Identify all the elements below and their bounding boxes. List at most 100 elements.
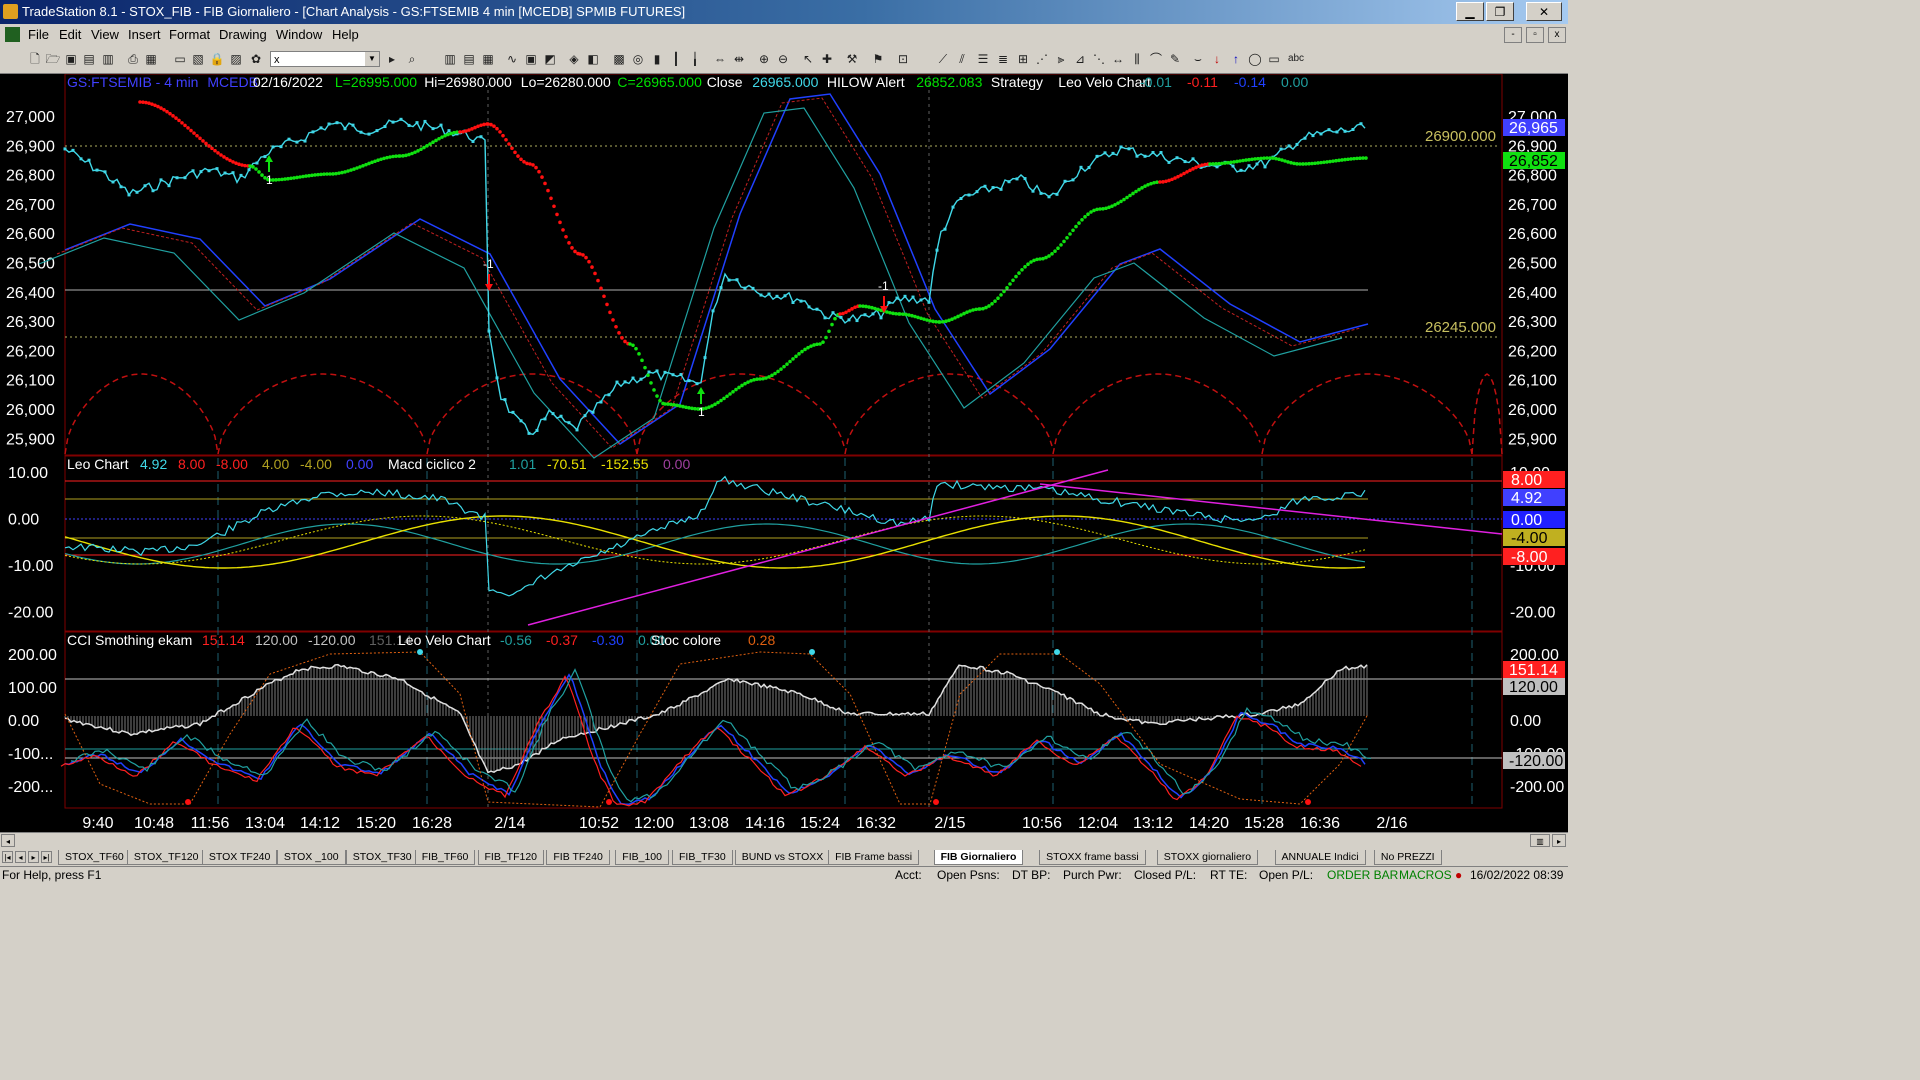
tab-fib-frame-bassi[interactable]: FIB Frame bassi (828, 850, 920, 865)
arrow-down-icon[interactable]: ↓ (1214, 52, 1220, 66)
arrow-lr-icon[interactable]: ↔ (1112, 52, 1124, 66)
analysis-icon[interactable]: ◩ (544, 52, 556, 66)
maximize-button[interactable]: ❐ (1486, 2, 1514, 21)
tab-stox-100[interactable]: STOX _100 (276, 850, 346, 865)
folder-icon[interactable]: ▥ (102, 52, 114, 66)
arrow-up-icon[interactable]: ↑ (1233, 52, 1239, 66)
strategy-icon[interactable]: ▣ (525, 52, 537, 66)
optionstation-icon[interactable]: ◎ (632, 52, 644, 66)
hammer-icon[interactable]: ⚒ (846, 52, 858, 66)
tab-stox-tf240[interactable]: STOX TF240 (201, 850, 278, 865)
chart-doc-icon[interactable] (5, 27, 20, 42)
tab-stox-tf30[interactable]: STOX_TF30 (345, 850, 419, 865)
format-icon[interactable]: ▨ (230, 52, 242, 66)
tab-fib-tf120[interactable]: FIB_TF120 (477, 850, 545, 865)
status-order-bar[interactable]: ORDER BAR (1327, 868, 1399, 882)
window-icon[interactable]: ▭ (174, 52, 186, 66)
tab-stox-tf60[interactable]: STOX_TF60 (58, 850, 131, 865)
print-preview-icon[interactable]: ▦ (145, 52, 157, 66)
scroll-thumb[interactable]: ▥ (1530, 834, 1550, 847)
matrix-icon[interactable]: ▩ (613, 52, 625, 66)
tab-fib-tf30[interactable]: FIB_TF30 (672, 850, 733, 865)
andrews-icon[interactable]: ⫸ (1057, 52, 1065, 66)
menu-view[interactable]: View (91, 27, 119, 42)
ellipse-icon[interactable]: ◯ (1248, 52, 1262, 66)
candle-icon[interactable]: ╽ (691, 52, 699, 66)
menu-window[interactable]: Window (276, 27, 323, 42)
curve-icon[interactable]: ⌣ (1194, 52, 1202, 66)
find-icon[interactable]: ⌕ (408, 52, 416, 66)
tile-icon[interactable]: ▧ (192, 52, 204, 66)
radar-icon[interactable]: ◈ (569, 52, 579, 66)
rectangle-icon[interactable]: ▭ (1268, 52, 1280, 66)
tab-nav-button[interactable]: ▸ (28, 851, 39, 863)
pen-icon[interactable]: ✎ (1169, 52, 1181, 66)
bar-chart-icon[interactable]: ▥ (444, 52, 456, 66)
tab-fib-tf60[interactable]: FIB_TF60 (414, 850, 476, 865)
open-icon[interactable]: 🗁 (45, 52, 61, 66)
trendline-icon[interactable]: ⟋ (938, 52, 948, 66)
new-icon[interactable]: 🗋 (30, 52, 40, 66)
bars-icon[interactable]: ┃ (672, 52, 680, 66)
regression-icon[interactable]: ⊿ (1074, 52, 1086, 66)
tab-stox-tf120[interactable]: STOX_TF120 (126, 850, 206, 865)
menu-insert[interactable]: Insert (128, 27, 161, 42)
scroll-left-icon[interactable]: ◂ (1, 834, 15, 847)
speed-lines-icon[interactable]: ⋰ (1036, 52, 1048, 66)
tab-bund-vs-stoxx[interactable]: BUND vs STOXX (734, 850, 831, 865)
tab-annuale-indici[interactable]: ANNUALE Indici (1274, 850, 1366, 865)
help-icon[interactable]: ⊡ (897, 52, 909, 66)
tab-no-prezzi[interactable]: No PREZZI (1373, 850, 1442, 865)
zoom-out-bars-icon[interactable]: ⇹ (733, 52, 745, 66)
menu-file[interactable]: File (28, 27, 49, 42)
alert-icon[interactable]: ⚑ (872, 52, 884, 66)
tab-stoxx-frame-bassi[interactable]: STOXX frame bassi (1039, 850, 1146, 865)
arc-icon[interactable]: ⌒ (1149, 52, 1162, 66)
crosshair-icon[interactable]: ✚ (821, 52, 833, 66)
tab-fib-100[interactable]: FIB_100 (615, 850, 669, 865)
scroll-right-icon[interactable]: ▸ (1552, 834, 1566, 847)
fan-icon[interactable]: ⋱ (1093, 52, 1105, 66)
workspace-icon[interactable]: ▤ (83, 52, 95, 66)
menu-drawing[interactable]: Drawing (219, 27, 267, 42)
minimize-button[interactable]: ▁ (1456, 2, 1484, 21)
horizontal-scrollbar[interactable]: ◂ ▥ ▸ (0, 832, 1568, 849)
menu-help[interactable]: Help (332, 27, 359, 42)
print-icon[interactable]: ⎙ (128, 52, 138, 66)
menu-format[interactable]: Format (169, 27, 211, 42)
tab-fib-giornaliero[interactable]: FIB Giornaliero (933, 850, 1024, 865)
gann-icon[interactable]: ⊞ (1017, 52, 1029, 66)
mdi-restore-button[interactable]: ▫ (1526, 27, 1544, 43)
fib-icon[interactable]: ≣ (997, 52, 1009, 66)
pointer-icon[interactable]: ↖ (802, 52, 814, 66)
grid-icon[interactable]: ▦ (482, 52, 494, 66)
save-icon[interactable]: ▣ (65, 52, 77, 66)
palette-icon[interactable]: ✿ (250, 52, 262, 66)
lock-icon[interactable]: 🔒 (209, 52, 225, 66)
channel-icon[interactable]: ⫽ (959, 52, 965, 66)
menu-edit[interactable]: Edit (59, 27, 82, 42)
mdi-minimize-button[interactable]: - (1504, 27, 1522, 43)
zoom-in-icon[interactable]: ⊕ (758, 52, 770, 66)
chevron-down-icon[interactable]: ▼ (365, 52, 379, 66)
hline-icon[interactable]: ☰ (977, 52, 989, 66)
line-chart-icon[interactable]: ▤ (463, 52, 475, 66)
go-icon[interactable]: ▸ (388, 52, 396, 66)
scanner-icon[interactable]: ◧ (587, 52, 599, 66)
symbol-combo[interactable]: x ▼ (270, 51, 380, 67)
zoom-out-icon[interactable]: ⊖ (777, 52, 789, 66)
tab-stoxx-giornaliero[interactable]: STOXX giornaliero (1156, 850, 1259, 865)
hist-icon[interactable]: ▮ (653, 52, 661, 66)
tab-nav-button[interactable]: |◂ (2, 851, 13, 863)
zoom-in-bars-icon[interactable]: ⇔ (714, 52, 726, 66)
mdi-close-button[interactable]: x (1548, 27, 1566, 43)
status-macros[interactable]: MACROS (1399, 868, 1452, 882)
indicator-icon[interactable]: ∿ (506, 52, 518, 66)
tab-nav-button[interactable]: ◂ (15, 851, 26, 863)
tab-nav-button[interactable]: ▸| (41, 851, 52, 863)
time-zones-icon[interactable]: ⫼ (1134, 52, 1140, 66)
text-tool-icon[interactable]: abc (1287, 53, 1305, 64)
tab-fib-tf240[interactable]: FIB TF240 (546, 850, 610, 865)
close-button[interactable]: ✕ (1526, 2, 1562, 21)
